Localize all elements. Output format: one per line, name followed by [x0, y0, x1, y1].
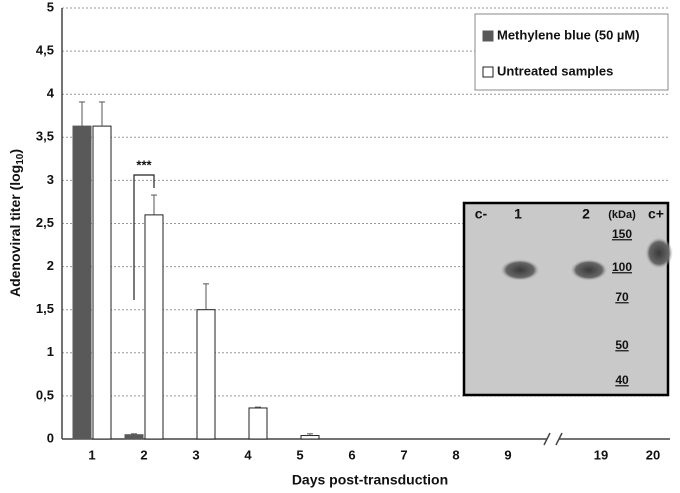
blot-band — [570, 259, 608, 281]
legend-frame — [474, 13, 669, 91]
y-axis-title: Adenoviral titer (log10) — [7, 149, 26, 297]
error-bar — [307, 433, 313, 436]
lane-label: c- — [475, 206, 488, 222]
marker-label: 150 — [612, 227, 632, 241]
x-tick-label: 8 — [452, 447, 459, 462]
lane-label: 1 — [514, 206, 522, 222]
y-tick-label: 1 — [47, 344, 54, 359]
legend-label: Methylene blue (50 µM) — [497, 27, 640, 42]
blot-band — [645, 237, 673, 269]
y-tick-label: 0,5 — [36, 387, 54, 402]
axis-break — [555, 432, 563, 446]
annotation: *** — [136, 157, 152, 172]
marker-label: 40 — [615, 373, 629, 387]
bar — [196, 309, 216, 440]
blot-band — [500, 259, 540, 281]
y-tick-label: 5 — [47, 0, 54, 14]
lane-label: 2 — [582, 206, 590, 222]
x-tick-label: 7 — [400, 447, 407, 462]
y-tick-label: 3,5 — [36, 129, 54, 144]
bar — [92, 125, 112, 440]
marker-label: 50 — [615, 338, 629, 352]
x-tick-label: 2 — [140, 447, 147, 462]
x-tick-label: 3 — [192, 447, 199, 462]
bar — [144, 214, 164, 440]
y-tick-label: 1,5 — [36, 301, 54, 316]
x-tick-label: 19 — [594, 447, 608, 462]
y-axis-title-part: ) — [7, 149, 23, 154]
marker-label: 70 — [615, 290, 629, 304]
x-tick-label: 20 — [646, 447, 660, 462]
y-axis-title-part: Adenoviral titer (log — [7, 165, 23, 297]
y-tick-label: 2,5 — [36, 215, 54, 230]
error-bar — [151, 194, 157, 215]
y-tick-label: 2 — [47, 258, 54, 273]
bar — [72, 125, 92, 440]
y-tick-label: 4,5 — [36, 43, 54, 58]
x-tick-label: 1 — [88, 447, 95, 462]
bar — [300, 435, 320, 440]
legend-swatch — [482, 66, 494, 78]
x-tick-label: 4 — [244, 447, 252, 462]
x-tick-label: 5 — [296, 447, 303, 462]
inset-frame — [462, 201, 670, 397]
y-tick-label: 0 — [47, 430, 54, 445]
legend-swatch — [482, 30, 494, 42]
error-bar — [79, 101, 85, 127]
error-bar — [255, 406, 261, 408]
inset-blot: c- 1 2 c+ (kDa) 150 100 70 50 40 — [462, 201, 673, 397]
bar — [124, 434, 144, 440]
inset-unit: (kDa) — [608, 209, 636, 221]
y-tick-label: 3 — [47, 172, 54, 187]
marker-label: 100 — [612, 260, 632, 274]
legend: Methylene blue (50 µM) Untreated samples — [474, 13, 669, 91]
error-bar — [131, 433, 137, 435]
y-tick-label: 4 — [47, 86, 55, 101]
lane-label: c+ — [648, 206, 664, 222]
error-bar — [99, 101, 105, 127]
legend-label: Untreated samples — [497, 63, 613, 78]
x-tick-label: 6 — [348, 447, 355, 462]
axis-break — [543, 432, 551, 446]
significance-bracket — [133, 174, 155, 300]
x-axis-title: Days post-transduction — [292, 472, 448, 488]
error-bar — [203, 283, 209, 310]
y-axis-title-sub: 10 — [15, 153, 26, 165]
bar — [248, 407, 268, 440]
x-tick-label: 9 — [504, 447, 511, 462]
